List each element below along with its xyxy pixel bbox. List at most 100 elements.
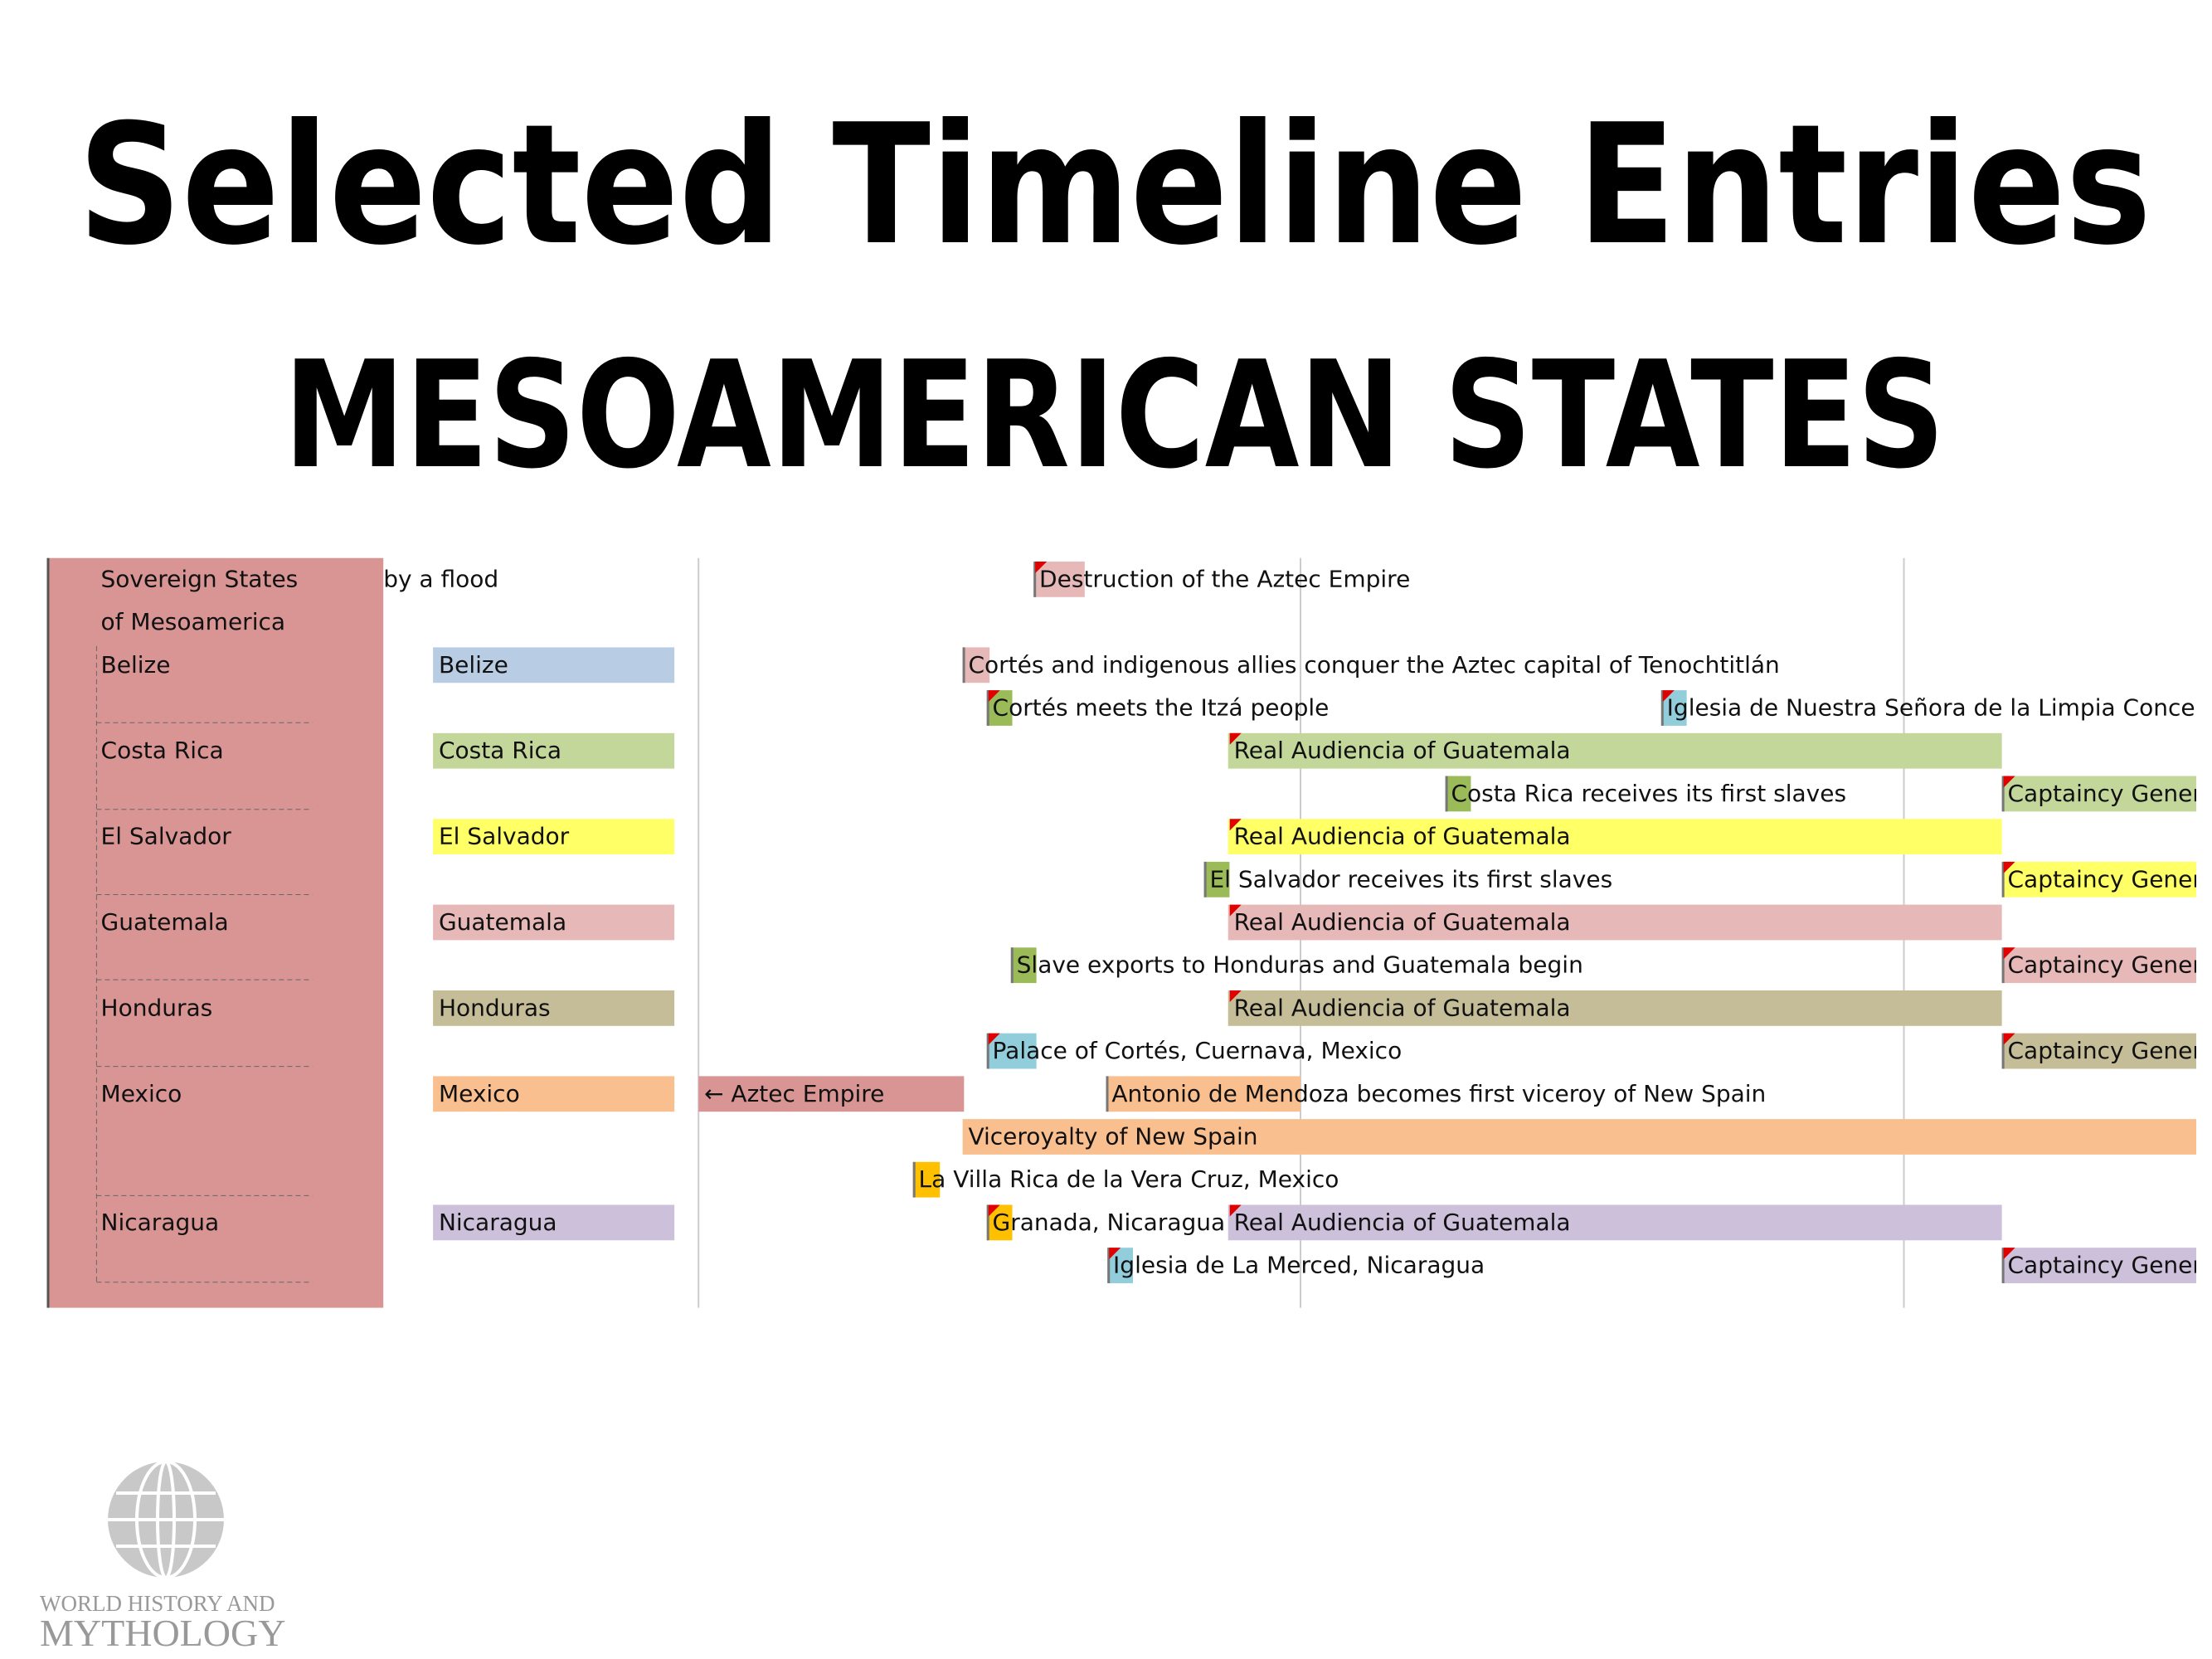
marker [2003, 1033, 2015, 1045]
marker [1035, 562, 1048, 574]
bar-edge [986, 690, 989, 726]
entry-label: Real Audiencia of Guatemala [1234, 994, 1571, 1021]
entry-label: Real Audiencia of Guatemala [1234, 908, 1571, 936]
entry-label: Cortés meets the Itzá people [993, 694, 1330, 722]
bar-edge [1660, 690, 1664, 726]
logo: WORLD HISTORY AND MYTHOLOGY [40, 1460, 285, 1654]
marker [1229, 819, 1242, 831]
bar [1228, 732, 2002, 769]
marker [1229, 990, 1242, 1002]
entry-label: Captaincy Gener [2007, 865, 2202, 893]
bar [2001, 861, 2196, 898]
marker [1229, 1204, 1242, 1217]
bar [1228, 1204, 2002, 1241]
entry-label: Real Audiencia of Guatemala [1234, 823, 1571, 850]
fragment: by a flood [383, 565, 498, 592]
entry-label: Real Audiencia of Guatemala [1234, 1209, 1571, 1236]
marker [1229, 904, 1242, 917]
bar [962, 647, 990, 684]
bar-edge [2001, 947, 2005, 984]
marker [988, 1033, 1000, 1045]
bar [962, 1119, 2196, 1155]
sidebar [46, 557, 384, 1308]
bar-edge [2001, 1033, 2005, 1069]
bar [433, 647, 675, 684]
bar-edge [2001, 1248, 2005, 1283]
sidebar-heading: Sovereign States [101, 565, 299, 592]
state-label: El Salvador [101, 823, 232, 850]
column-label: Honduras [439, 994, 551, 1021]
bar-edge [2001, 776, 2005, 812]
bar-edge [1445, 776, 1448, 812]
bar [698, 1076, 965, 1112]
bar [433, 1204, 675, 1241]
bar [1445, 776, 1471, 812]
bar [433, 732, 675, 769]
bar-edge [986, 1033, 989, 1069]
column-label: Belize [439, 651, 508, 679]
bar [1228, 904, 2002, 941]
aztec-label: ← Aztec Empire [704, 1080, 884, 1107]
entry-label: Costa Rica receives its first slaves [1451, 780, 1846, 807]
marker [1109, 1248, 1121, 1260]
bar [433, 990, 675, 1026]
sidebar-heading: of Mesoamerica [101, 608, 286, 635]
title: Selected Timeline Entries [78, 89, 2151, 282]
bar [1228, 990, 2002, 1026]
marker [988, 690, 1000, 703]
marker [2003, 776, 2015, 788]
entry-label: Cortés and indigenous allies conquer the… [968, 651, 1779, 679]
logo-line2: MYTHOLOGY [40, 1612, 285, 1654]
subtitle: MESOAMERICAN STATES [284, 329, 1945, 501]
entry-label: Granada, Nicaragua [993, 1209, 1226, 1236]
bar-edge [912, 1161, 916, 1198]
bar [433, 904, 675, 941]
column-label: El Salvador [439, 823, 570, 850]
state-label: Honduras [101, 994, 213, 1021]
column-label: Costa Rica [439, 737, 562, 764]
column-label: Guatemala [439, 908, 566, 936]
bar [433, 1076, 675, 1112]
entry-label: Iglesia de Nuestra Señora de la Limpia C… [1667, 694, 2210, 722]
column-label: Nicaragua [439, 1209, 557, 1236]
state-label: Costa Rica [101, 737, 224, 764]
entry-label: Captaincy Gener [2007, 780, 2202, 807]
entry-label: Palace of Cortés, Cuernava, Mexico [993, 1037, 1403, 1064]
marker [2003, 947, 2015, 960]
bar-edge [962, 647, 965, 684]
entry-label: Viceroyalty of New Spain [968, 1122, 1257, 1150]
bar [1106, 1076, 1301, 1112]
entry-label: Captaincy Gener [2007, 1252, 2202, 1279]
entry-label: Antonio de Mendoza becomes first viceroy… [1111, 1080, 1766, 1107]
marker [1229, 732, 1242, 745]
entry-label: Captaincy Gener [2007, 1037, 2202, 1064]
bar [912, 1161, 941, 1198]
bar [986, 1033, 1037, 1069]
bar [1228, 819, 2002, 854]
bar-edge [986, 1204, 989, 1241]
column-label: Mexico [439, 1080, 520, 1107]
entry-label: Iglesia de La Merced, Nicaragua [1113, 1252, 1485, 1279]
marker [2003, 861, 2015, 873]
entry-label: Slave exports to Honduras and Guatemala … [1017, 951, 1583, 979]
entry-label: Captaincy Gener [2007, 951, 2202, 979]
bar [433, 819, 675, 854]
bar-edge [1010, 947, 1014, 984]
timeline: Sovereign States of Mesoamerica Belize Beli… [46, 557, 2210, 1308]
state-label: Nicaragua [101, 1209, 220, 1236]
bar [1203, 861, 1230, 898]
entry-label: El Salvador receives its first slaves [1209, 865, 1612, 893]
state-label: Guatemala [101, 908, 229, 936]
bar [1033, 562, 1085, 597]
bar [1010, 947, 1037, 984]
bar [2001, 947, 2196, 984]
entry-label: La Villa Rica de la Vera Cruz, Mexico [919, 1165, 1339, 1193]
bar-edge [1203, 861, 1207, 898]
marker [988, 1204, 1000, 1217]
state-label: Belize [101, 651, 171, 679]
bar-edge [1107, 1248, 1111, 1283]
bar [2001, 1033, 2196, 1069]
sidebar-edge [46, 557, 50, 1308]
bar-edge [1033, 562, 1037, 597]
